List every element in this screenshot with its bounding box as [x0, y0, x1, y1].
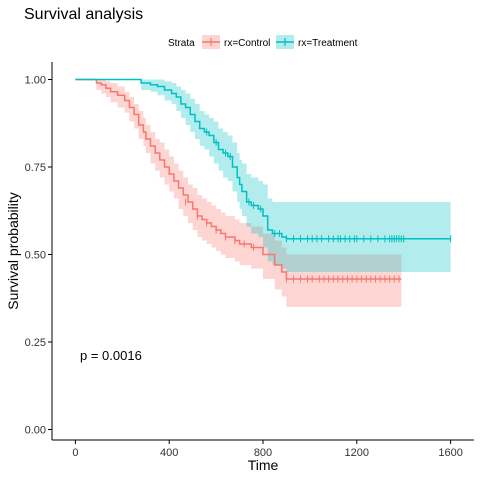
y-tick-label: 1.00 [25, 75, 46, 87]
chart-title: Survival analysis [24, 6, 143, 23]
survival-curve-control [75, 78, 402, 280]
survival-curve-treatment [75, 78, 451, 240]
y-tick-label: 0.00 [25, 425, 46, 437]
censor-marks [185, 128, 452, 283]
legend-label-treatment: rx=Treatment [298, 38, 358, 49]
x-tick-label: 1200 [345, 447, 369, 459]
legend-title: Strata [168, 38, 195, 49]
x-tick-label: 400 [160, 447, 178, 459]
x-axis-title: Time [248, 457, 279, 473]
y-axis-title: Survival probability [5, 192, 21, 310]
y-ticks: 0.00 0.25 0.50 0.75 1.00 [25, 75, 52, 437]
x-tick-label: 800 [254, 447, 272, 459]
y-tick-label: 0.75 [25, 162, 46, 174]
legend-entry-control: rx=Control [202, 35, 270, 49]
legend: Strata rx=Control rx=Treatment [168, 35, 358, 49]
y-tick-label: 0.50 [25, 250, 46, 262]
x-ticks: 0 400 800 1200 1600 [72, 440, 463, 459]
legend-entry-treatment: rx=Treatment [276, 35, 358, 49]
confidence-band-control [75, 79, 402, 307]
x-tick-label: 0 [72, 447, 78, 459]
confidence-bands [75, 79, 451, 307]
x-tick-label: 1600 [438, 447, 462, 459]
survival-curves [75, 78, 451, 280]
confidence-band-treatment [75, 79, 451, 272]
p-value-annotation: p = 0.0016 [80, 348, 142, 363]
y-tick-label: 0.25 [25, 337, 46, 349]
legend-label-control: rx=Control [224, 38, 270, 49]
